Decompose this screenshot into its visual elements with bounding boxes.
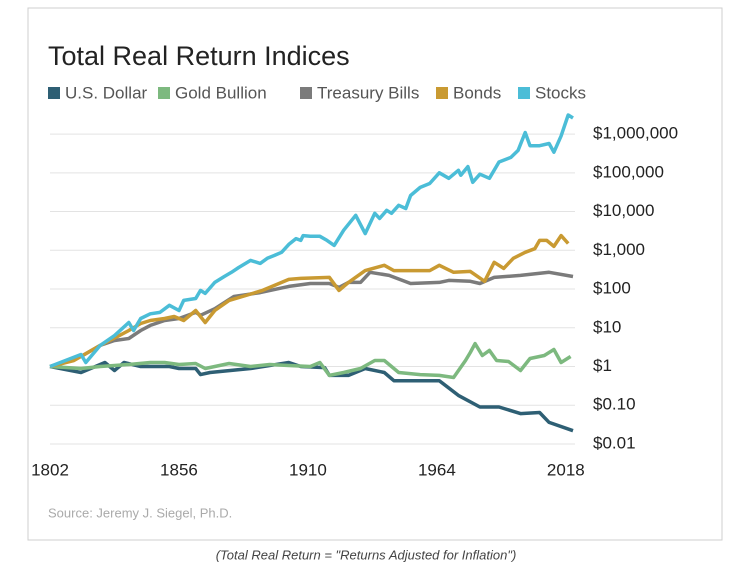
series-line <box>49 341 572 380</box>
legend-swatch <box>518 87 530 99</box>
legend-swatch <box>436 87 448 99</box>
legend-label: Stocks <box>535 83 586 102</box>
y-tick-label: $100,000 <box>593 162 664 181</box>
series-line <box>49 233 570 369</box>
chart-title: Total Real Return Indices <box>48 41 350 71</box>
x-tick-label: 1856 <box>160 460 198 479</box>
y-tick-label: $1,000 <box>593 240 645 259</box>
y-tick-label: $1,000,000 <box>593 124 678 143</box>
source-note: Source: Jeremy J. Siegel, Ph.D. <box>48 505 232 520</box>
y-tick-label: $100 <box>593 279 631 298</box>
y-tick-label: $0.10 <box>593 395 636 414</box>
legend-swatch <box>300 87 312 99</box>
x-tick-label: 2018 <box>547 460 585 479</box>
caption: (Total Real Return = "Returns Adjusted f… <box>216 547 517 562</box>
series-line <box>49 113 574 369</box>
legend-label: Treasury Bills <box>317 83 419 102</box>
x-tick-label: 1910 <box>289 460 327 479</box>
legend-label: U.S. Dollar <box>65 83 148 102</box>
y-tick-label: $0.01 <box>593 433 636 452</box>
series-line <box>49 270 574 369</box>
y-tick-label: $10 <box>593 317 621 336</box>
y-tick-label: $10,000 <box>593 201 654 220</box>
legend-label: Bonds <box>453 83 501 102</box>
y-tick-label: $1 <box>593 356 612 375</box>
legend-swatch <box>48 87 60 99</box>
legend-swatch <box>158 87 170 99</box>
x-tick-label: 1964 <box>418 460 456 479</box>
x-tick-label: 1802 <box>31 460 69 479</box>
legend-label: Gold Bullion <box>175 83 267 102</box>
